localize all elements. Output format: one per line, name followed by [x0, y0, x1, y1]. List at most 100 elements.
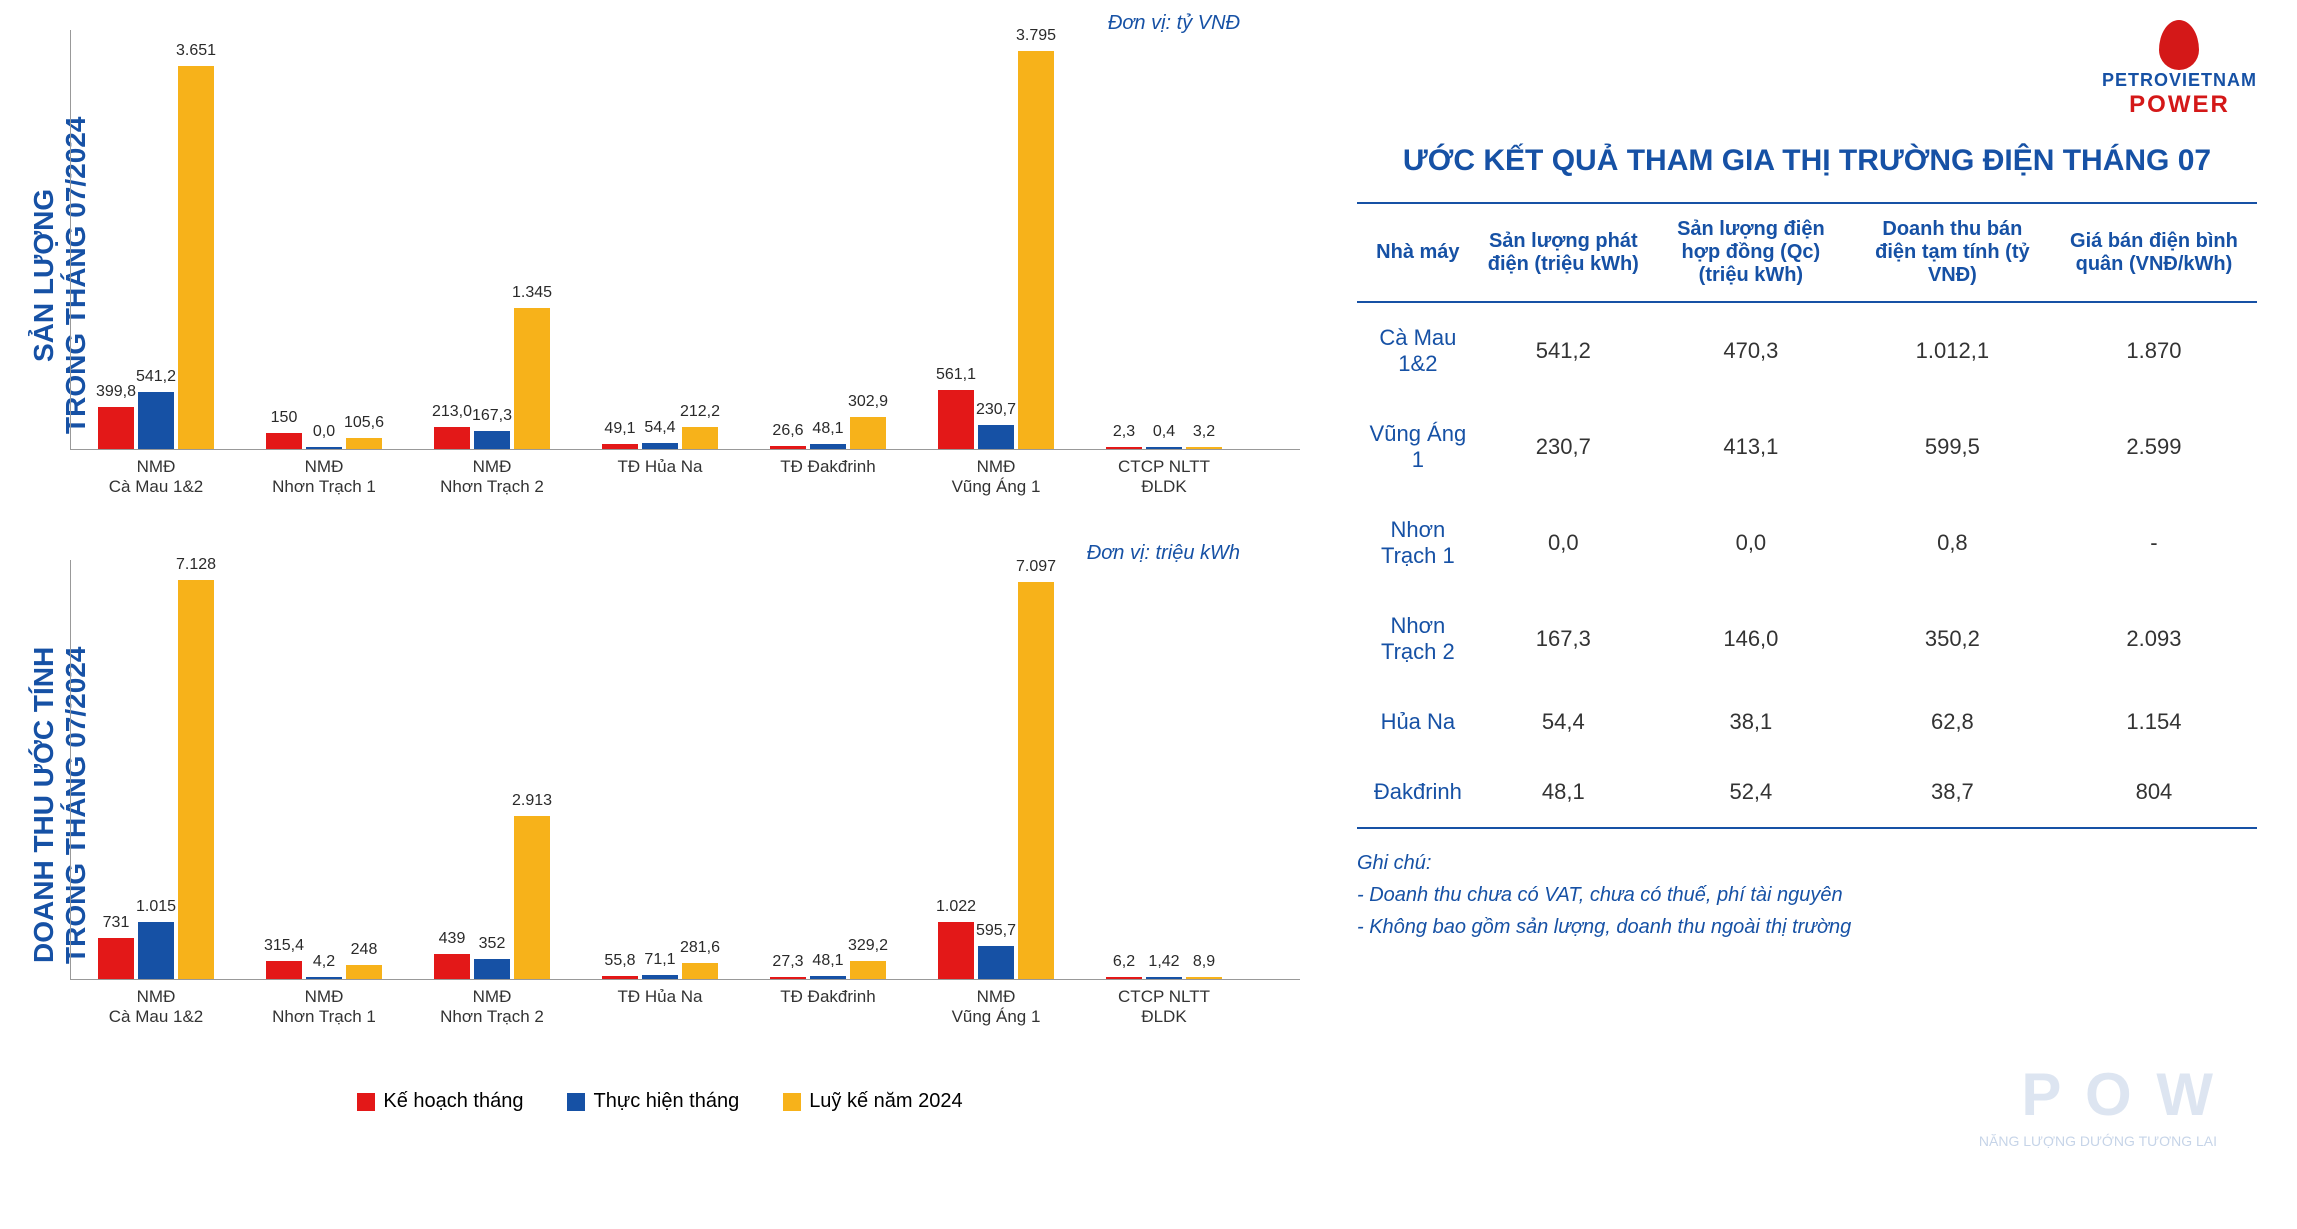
value-cell: 350,2	[1854, 591, 2051, 687]
bar-cumul: 302,9	[850, 417, 886, 449]
bar-plan: 150	[266, 433, 302, 449]
value-cell: 0,0	[1479, 495, 1648, 591]
bar-actual: 1.015	[138, 922, 174, 979]
bar-cumul: 2.913	[514, 816, 550, 979]
bar-plan: 731	[98, 938, 134, 979]
bar-cumul: 212,2	[682, 427, 718, 449]
bar-actual: 595,7	[978, 946, 1014, 979]
bar-value-label: 248	[351, 941, 378, 959]
bar-plan: 213,0	[434, 427, 470, 449]
bar-value-label: 329,2	[848, 937, 888, 955]
value-cell: 1.012,1	[1854, 302, 2051, 399]
table-panel: ƯỚC KẾT QUẢ THAM GIA THỊ TRƯỜNG ĐIỆN THÁ…	[1357, 140, 2257, 943]
bar-plan: 2,3	[1106, 447, 1142, 449]
bar-value-label: 48,1	[812, 952, 843, 970]
bar-value-label: 71,1	[644, 951, 675, 969]
chart-legend: Kế hoạch thángThực hiện thángLuỹ kế năm …	[20, 1090, 1300, 1117]
value-cell: 38,7	[1854, 757, 2051, 828]
bar-value-label: 399,8	[96, 383, 136, 401]
bar-value-label: 230,7	[976, 401, 1016, 419]
bar-value-label: 4,2	[313, 953, 335, 971]
table-header-cell: Nhà máy	[1357, 203, 1479, 302]
value-cell: 2.093	[2051, 591, 2257, 687]
value-cell: 38,1	[1648, 687, 1854, 757]
category-label: TĐ Đakđrinh	[748, 987, 908, 1007]
bar-value-label: 0,4	[1153, 423, 1175, 441]
bar-group: 1500,0105,6NMĐNhơn Trạch 1	[249, 433, 399, 449]
bar-plan: 26,6	[770, 446, 806, 449]
bar-group: 55,871,1281,6TĐ Hủa Na	[585, 963, 735, 979]
value-cell: 146,0	[1648, 591, 1854, 687]
value-cell: 804	[2051, 757, 2257, 828]
value-cell: 1.870	[2051, 302, 2257, 399]
value-cell: 2.599	[2051, 399, 2257, 495]
bar-cumul: 3,2	[1186, 447, 1222, 449]
value-cell: 62,8	[1854, 687, 2051, 757]
value-cell: 167,3	[1479, 591, 1648, 687]
legend-swatch	[357, 1093, 375, 1111]
bar-cumul: 8,9	[1186, 977, 1222, 979]
bar-value-label: 3,2	[1193, 423, 1215, 441]
value-cell: 541,2	[1479, 302, 1648, 399]
table-footnote: Ghi chú:- Doanh thu chưa có VAT, chưa có…	[1357, 847, 2257, 943]
table-row: Nhơn Trạch 2167,3146,0350,22.093	[1357, 591, 2257, 687]
bar-group: 213,0167,31.345NMĐNhơn Trạch 2	[417, 308, 567, 449]
category-label: CTCP NLTTĐLDK	[1084, 987, 1244, 1027]
bar-plan: 1.022	[938, 922, 974, 979]
bar-value-label: 595,7	[976, 922, 1016, 940]
table-row: Hủa Na54,438,162,81.154	[1357, 687, 2257, 757]
bar-value-label: 8,9	[1193, 953, 1215, 971]
bar-cumul: 3.651	[178, 66, 214, 449]
category-label: NMĐNhơn Trạch 1	[244, 987, 404, 1027]
plant-name-cell: Đakđrinh	[1357, 757, 1479, 828]
table-header-cell: Doanh thu bán điện tạm tính (tỷ VNĐ)	[1854, 203, 2051, 302]
bar-value-label: 49,1	[604, 420, 635, 438]
bar-value-label: 3.651	[176, 42, 216, 60]
legend-swatch	[567, 1093, 585, 1111]
logo-line-1: PETROVIETNAM	[2102, 70, 2257, 91]
legend-item: Thực hiện tháng	[567, 1090, 739, 1113]
bar-value-label: 27,3	[772, 953, 803, 971]
bar-group: 399,8541,23.651NMĐCà Mau 1&2	[81, 66, 231, 449]
legend-label: Luỹ kế năm 2024	[809, 1090, 962, 1113]
bar-plan: 6,2	[1106, 977, 1142, 979]
bar-group: 6,21,428,9CTCP NLTTĐLDK	[1089, 977, 1239, 979]
value-cell: 54,4	[1479, 687, 1648, 757]
bar-plan: 315,4	[266, 961, 302, 979]
bar-group: 315,44,2248NMĐNhơn Trạch 1	[249, 961, 399, 979]
bar-value-label: 541,2	[136, 368, 176, 386]
legend-item: Luỹ kế năm 2024	[783, 1090, 962, 1113]
bar-actual: 0,0	[306, 447, 342, 449]
category-label: NMĐNhơn Trạch 2	[412, 457, 572, 497]
category-label: NMĐVũng Áng 1	[916, 457, 1076, 497]
logo-line-2: POWER	[2102, 91, 2257, 119]
category-label: NMĐCà Mau 1&2	[76, 457, 236, 497]
bar-actual: 48,1	[810, 976, 846, 979]
bar-value-label: 1.015	[136, 898, 176, 916]
bar-cumul: 1.345	[514, 308, 550, 449]
bar-value-label: 213,0	[432, 403, 472, 421]
bar-cumul: 3.795	[1018, 51, 1054, 449]
bar-plan: 439	[434, 954, 470, 979]
bar-value-label: 54,4	[644, 419, 675, 437]
table-row: Đakđrinh48,152,438,7804	[1357, 757, 2257, 828]
bar-actual: 71,1	[642, 975, 678, 979]
category-label: NMĐCà Mau 1&2	[76, 987, 236, 1027]
bar-actual: 352	[474, 959, 510, 979]
value-cell: 470,3	[1648, 302, 1854, 399]
brand-logo: PETROVIETNAM POWER	[2102, 20, 2257, 119]
bar-actual: 4,2	[306, 977, 342, 979]
bar-plan: 399,8	[98, 407, 134, 449]
bar-cumul: 281,6	[682, 963, 718, 979]
bar-plan: 49,1	[602, 444, 638, 449]
category-label: TĐ Đakđrinh	[748, 457, 908, 477]
plant-name-cell: Cà Mau 1&2	[1357, 302, 1479, 399]
plant-name-cell: Hủa Na	[1357, 687, 1479, 757]
bar-value-label: 26,6	[772, 422, 803, 440]
bar-value-label: 55,8	[604, 952, 635, 970]
category-label: NMĐNhơn Trạch 1	[244, 457, 404, 497]
value-cell: 0,8	[1854, 495, 2051, 591]
category-label: CTCP NLTTĐLDK	[1084, 457, 1244, 497]
legend-swatch	[783, 1093, 801, 1111]
footnote-line: - Doanh thu chưa có VAT, chưa có thuế, p…	[1357, 879, 2257, 911]
